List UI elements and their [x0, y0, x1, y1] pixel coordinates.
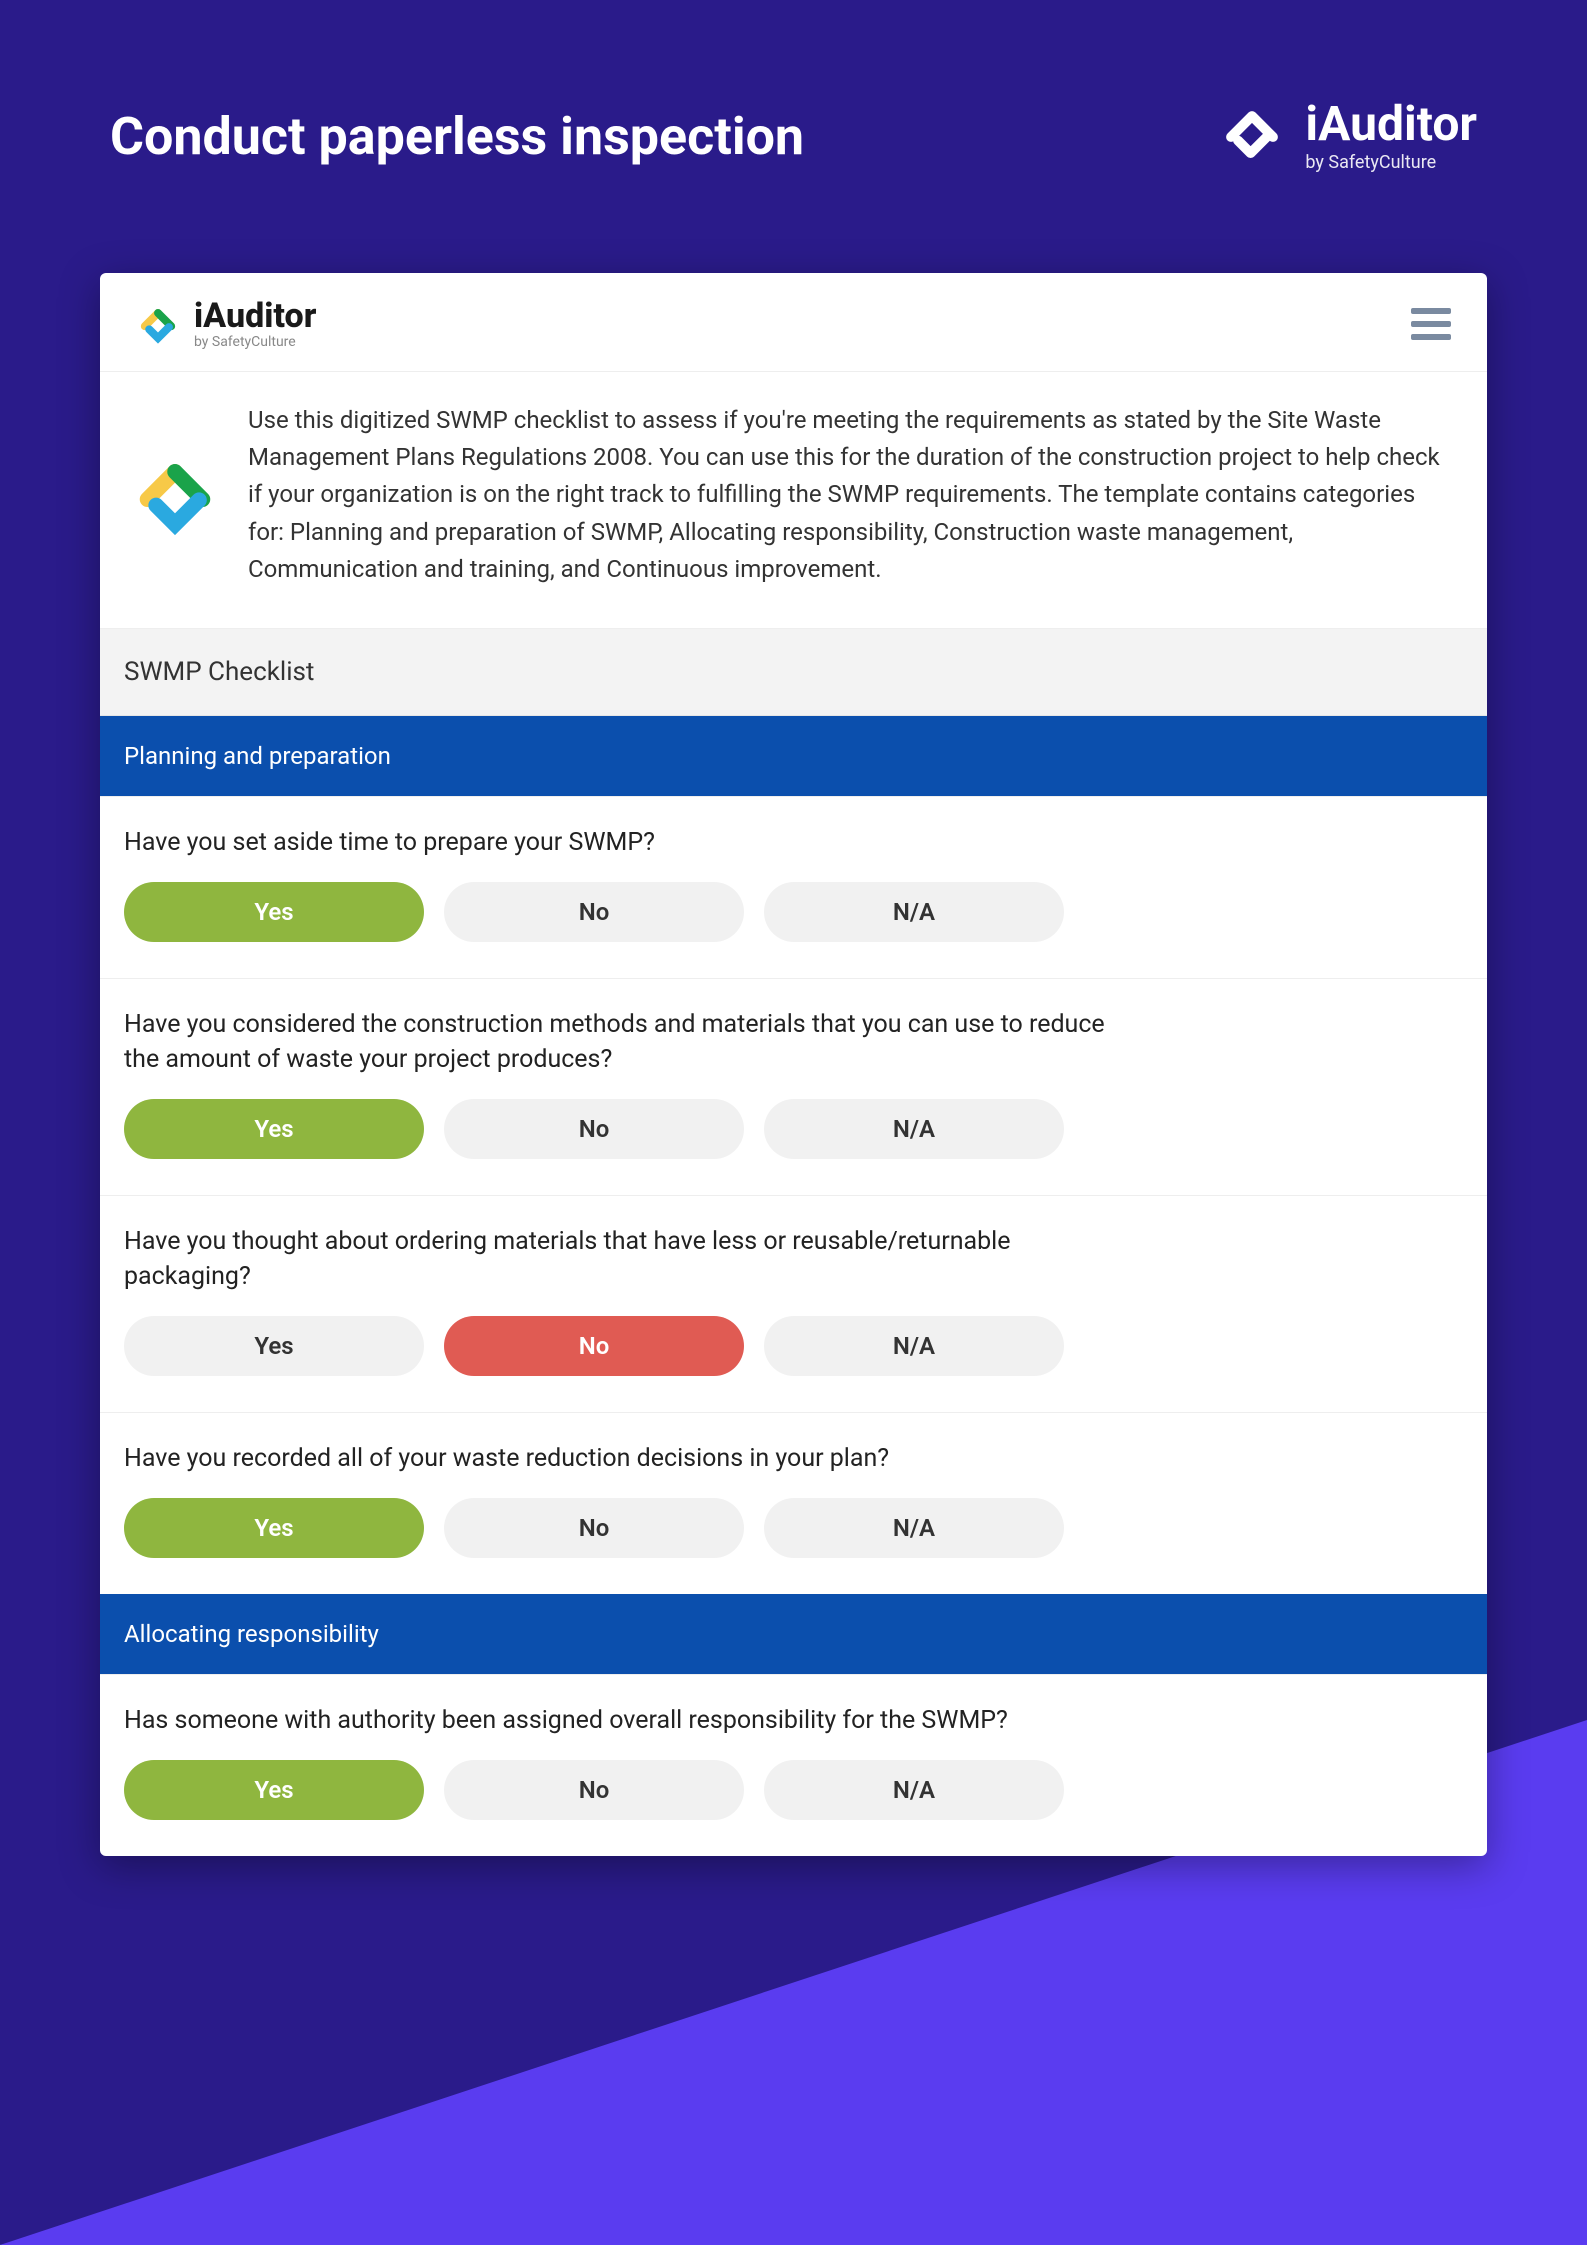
answer-row: Yes No N/A [124, 1760, 1463, 1846]
question-block: Has someone with authority been assigned… [100, 1674, 1487, 1856]
answer-na[interactable]: N/A [764, 1760, 1064, 1820]
question-text: Have you set aside time to prepare your … [124, 825, 1124, 860]
answer-no[interactable]: No [444, 882, 744, 942]
answer-row: Yes No N/A [124, 1316, 1463, 1402]
menu-button[interactable] [1411, 308, 1451, 340]
app-brand: iAuditor by SafetyCulture [136, 299, 316, 349]
answer-yes[interactable]: Yes [124, 1316, 424, 1376]
app-card: iAuditor by SafetyCulture Use this digit… [100, 273, 1487, 1856]
answer-no[interactable]: No [444, 1498, 744, 1558]
category-header: Planning and preparation [100, 716, 1487, 796]
question-text: Have you thought about ordering material… [124, 1224, 1124, 1294]
answer-yes[interactable]: Yes [124, 882, 424, 942]
question-block: Have you recorded all of your waste redu… [100, 1412, 1487, 1594]
answer-yes[interactable]: Yes [124, 1498, 424, 1558]
question-text: Have you recorded all of your waste redu… [124, 1441, 1124, 1476]
answer-yes[interactable]: Yes [124, 1760, 424, 1820]
answer-row: Yes No N/A [124, 1099, 1463, 1185]
question-text: Has someone with authority been assigned… [124, 1703, 1124, 1738]
app-logo-large-icon [132, 452, 218, 538]
question-block: Have you considered the construction met… [100, 978, 1487, 1195]
app-brand-name: iAuditor [194, 299, 316, 333]
promo-brand: iAuditor by SafetyCulture [1217, 100, 1477, 173]
app-logo-icon [136, 302, 180, 346]
answer-na[interactable]: N/A [764, 1099, 1064, 1159]
promo-title: Conduct paperless inspection [110, 106, 804, 167]
promo-brand-name: iAuditor [1305, 100, 1477, 148]
checklist-title: SWMP Checklist [100, 629, 1487, 716]
intro-icon [130, 402, 220, 588]
check-diamond-icon [1217, 102, 1287, 172]
promo-header: Conduct paperless inspection iAuditor by… [0, 0, 1587, 213]
promo-brand-sub: by SafetyCulture [1305, 152, 1477, 173]
answer-row: Yes No N/A [124, 1498, 1463, 1584]
answer-no[interactable]: No [444, 1316, 744, 1376]
intro-block: Use this digitized SWMP checklist to ass… [100, 372, 1487, 629]
app-brand-sub: by SafetyCulture [194, 335, 316, 349]
answer-yes[interactable]: Yes [124, 1099, 424, 1159]
answer-row: Yes No N/A [124, 882, 1463, 968]
answer-na[interactable]: N/A [764, 1498, 1064, 1558]
answer-no[interactable]: No [444, 1760, 744, 1820]
category-header: Allocating responsibility [100, 1594, 1487, 1674]
app-header: iAuditor by SafetyCulture [100, 273, 1487, 372]
page-root: Conduct paperless inspection iAuditor by… [0, 0, 1587, 2245]
question-block: Have you thought about ordering material… [100, 1195, 1487, 1412]
answer-na[interactable]: N/A [764, 1316, 1064, 1376]
question-text: Have you considered the construction met… [124, 1007, 1124, 1077]
checklist-body: Planning and preparation Have you set asi… [100, 716, 1487, 1856]
question-block: Have you set aside time to prepare your … [100, 796, 1487, 978]
answer-na[interactable]: N/A [764, 882, 1064, 942]
intro-text: Use this digitized SWMP checklist to ass… [248, 402, 1451, 588]
answer-no[interactable]: No [444, 1099, 744, 1159]
